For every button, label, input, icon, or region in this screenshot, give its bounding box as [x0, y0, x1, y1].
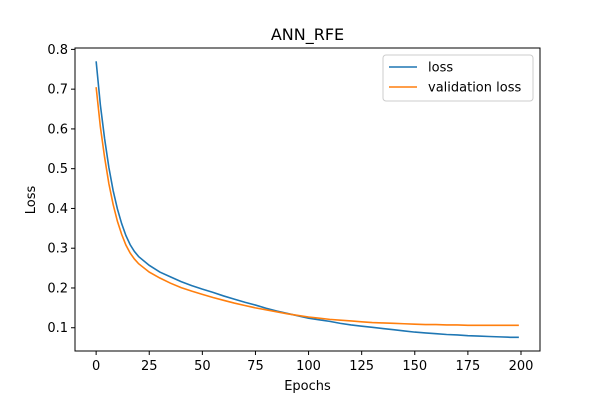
legend: loss validation loss	[382, 54, 534, 102]
x-tick-label: 150	[402, 359, 427, 374]
y-tick-label: 0.5	[47, 162, 68, 177]
y-tick-label: 0.1	[47, 321, 68, 336]
x-tick-label: 50	[194, 359, 211, 374]
plot-frame	[74, 47, 541, 352]
x-axis-ticks: 0 25 50 75 100 125 150 175 200	[92, 351, 533, 374]
x-tick-label: 25	[141, 359, 158, 374]
y-tick-label: 0.2	[47, 281, 68, 296]
series-line-1	[95, 87, 519, 327]
x-tick-label: 200	[509, 359, 534, 374]
y-tick-label: 0.8	[47, 43, 68, 58]
series-line-0	[95, 61, 519, 339]
legend-label-1: validation loss	[428, 81, 521, 96]
y-tick-label: 0.6	[47, 122, 68, 137]
plot-area	[95, 61, 519, 339]
x-tick-label: 100	[296, 359, 321, 374]
x-axis-label: Epochs	[284, 379, 331, 394]
y-tick-label: 0.4	[47, 202, 68, 217]
y-axis-label: Loss	[24, 186, 39, 215]
y-axis-ticks: 0.1 0.2 0.3 0.4 0.5 0.6 0.7 0.8	[47, 43, 75, 336]
x-tick-label: 0	[92, 359, 100, 374]
y-tick-label: 0.7	[47, 83, 68, 98]
x-tick-label: 75	[247, 359, 264, 374]
x-tick-label: 175	[455, 359, 480, 374]
legend-label-0: loss	[428, 61, 453, 76]
x-tick-label: 125	[349, 359, 374, 374]
legend-box	[382, 54, 534, 102]
y-tick-label: 0.3	[47, 242, 68, 257]
chart-title: ANN_RFE	[271, 25, 344, 45]
